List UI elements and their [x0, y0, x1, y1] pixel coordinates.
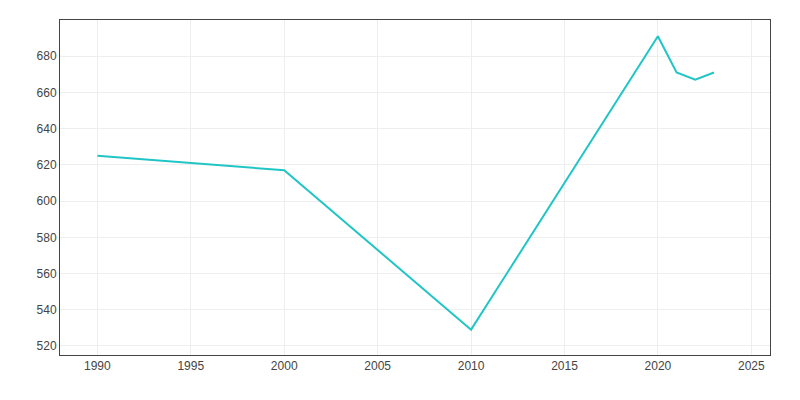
svg-text:2010: 2010 — [458, 359, 485, 373]
svg-text:520: 520 — [37, 339, 57, 353]
svg-text:620: 620 — [37, 158, 57, 172]
svg-text:1990: 1990 — [84, 359, 111, 373]
svg-text:2005: 2005 — [364, 359, 391, 373]
svg-text:560: 560 — [37, 267, 57, 281]
svg-text:1995: 1995 — [177, 359, 204, 373]
svg-text:2015: 2015 — [551, 359, 578, 373]
svg-text:2025: 2025 — [738, 359, 765, 373]
svg-text:680: 680 — [37, 49, 57, 63]
svg-text:2020: 2020 — [645, 359, 672, 373]
svg-text:660: 660 — [37, 86, 57, 100]
svg-text:600: 600 — [37, 194, 57, 208]
svg-text:540: 540 — [37, 303, 57, 317]
svg-text:2000: 2000 — [271, 359, 298, 373]
svg-text:580: 580 — [37, 231, 57, 245]
svg-text:640: 640 — [37, 122, 57, 136]
